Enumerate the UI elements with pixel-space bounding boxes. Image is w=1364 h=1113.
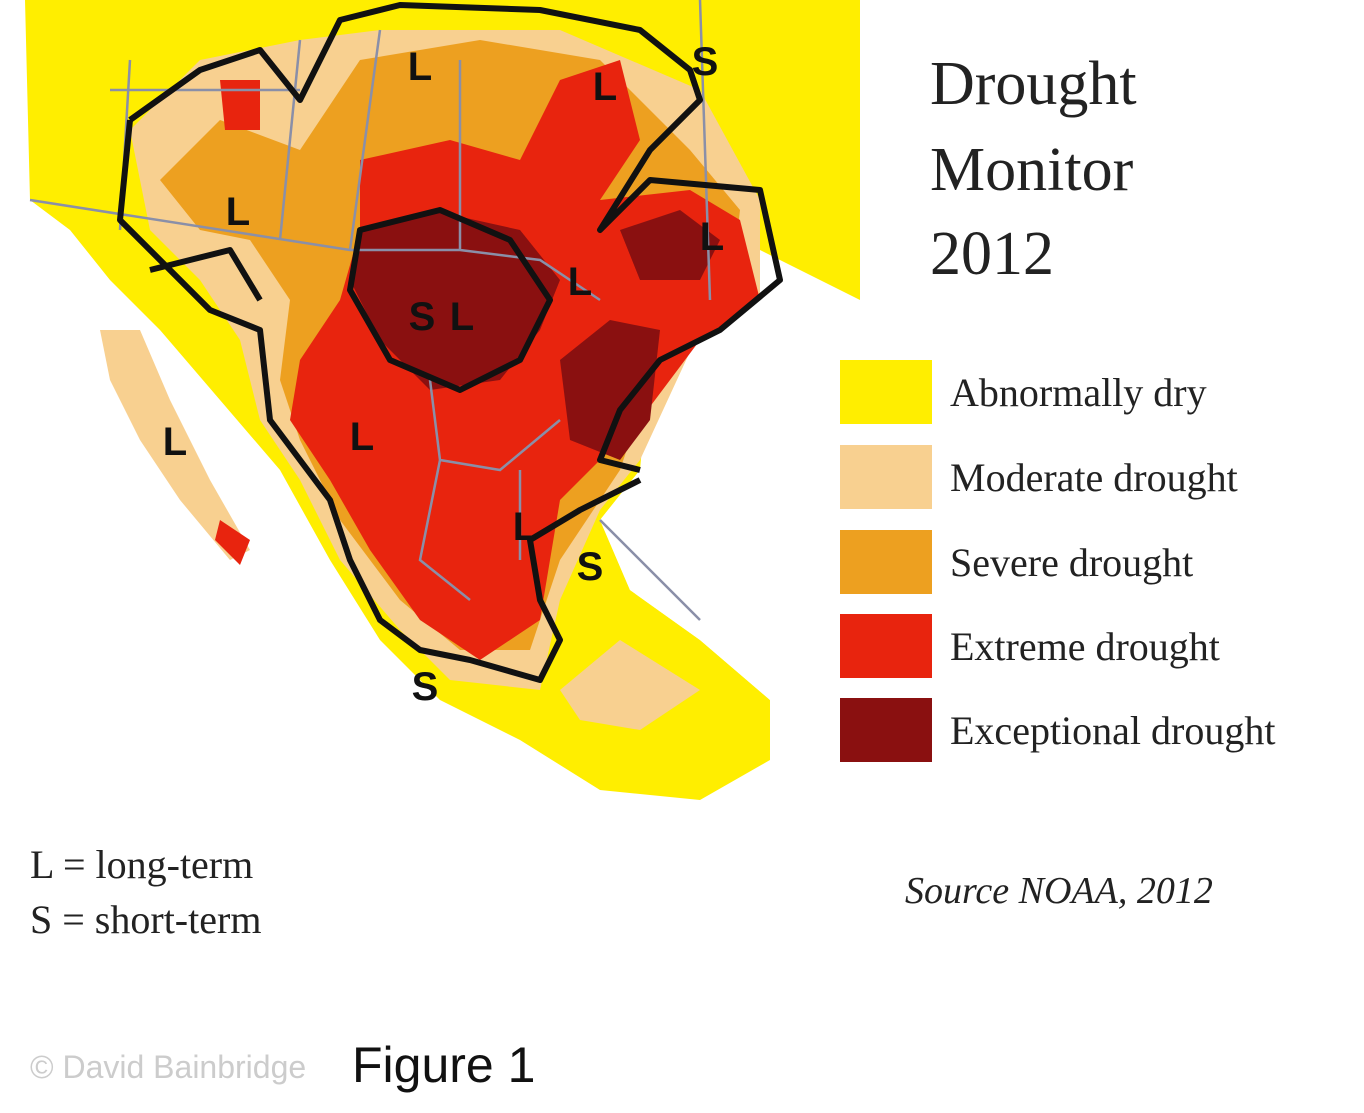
legend-label: Abnormally dry [950,370,1207,415]
baja [100,330,250,560]
legend-swatch [840,530,932,594]
map-label: L [226,190,250,234]
legend-swatch [840,360,932,424]
legend-label: Moderate drought [950,455,1238,500]
map [25,0,860,800]
extreme-2 [220,80,260,130]
legend-swatch [840,445,932,509]
legend-swatch [840,698,932,762]
ocean-gulf [600,420,780,700]
title-line: Drought [930,50,1137,118]
title-line: Monitor [930,136,1134,204]
borders [29,0,712,621]
map-label: S [409,295,436,339]
legend: Abnormally dry Moderate drought Severe dro… [840,360,1275,762]
caption: Figure 1 [352,1037,535,1093]
key: L = long-term S = short-term [30,842,261,942]
map-label: L [568,260,592,304]
map-label: L [408,45,432,89]
map-label: L [513,505,537,549]
moderate-2 [560,640,700,730]
map-label: L [350,415,374,459]
map-label: S [577,545,604,589]
key-line: L = long-term [30,842,253,887]
legend-label: Severe drought [950,540,1193,585]
legend-swatch [840,614,932,678]
extreme [290,60,760,660]
exceptional-2 [560,320,660,460]
extreme-3 [215,520,250,565]
map-label: S [692,40,719,84]
map-label: L [593,65,617,109]
contour-2 [117,119,642,683]
contour [128,2,783,473]
watermark: © David Bainbridge [30,1049,306,1085]
exceptional-3 [620,210,720,280]
map-label: S [412,665,439,709]
contour-4 [149,247,263,302]
title-line: 2012 [930,220,1054,288]
map-label: L [163,420,187,464]
title: Drought Monitor 2012 [930,50,1137,288]
contour-3 [347,207,553,393]
key-line: S = short-term [30,897,261,942]
source: Source NOAA, 2012 [905,870,1213,912]
map-label: L [700,215,724,259]
map-label: L [450,295,474,339]
legend-label: Extreme drought [950,624,1220,669]
legend-label: Exceptional drought [950,708,1275,753]
